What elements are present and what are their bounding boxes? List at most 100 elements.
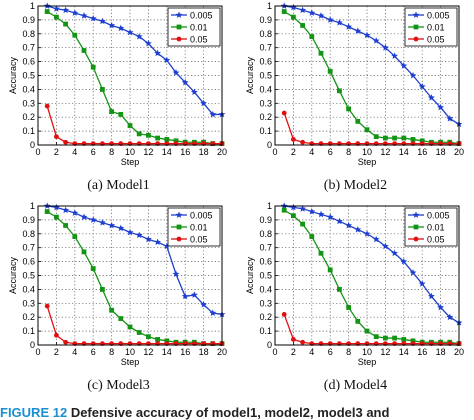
x-tick-label: 2 — [54, 147, 59, 157]
caption-model3: (c) Model3 — [87, 378, 150, 393]
data-point — [144, 235, 152, 243]
y-tick-label: 0.3 — [259, 98, 272, 108]
legend-label: 0.005 — [190, 210, 213, 220]
data-point — [308, 207, 316, 215]
y-tick-label: 1 — [30, 201, 35, 211]
x-tick-label: 18 — [436, 147, 446, 157]
data-point — [63, 21, 68, 27]
legend: 0.005 0.01 0.05 — [167, 207, 221, 247]
x-tick-label: 10 — [362, 347, 372, 357]
legend-marker — [176, 24, 182, 30]
legend-label: 0.01 — [427, 22, 445, 32]
data-point — [373, 334, 379, 340]
data-point — [299, 6, 307, 14]
data-point — [308, 9, 316, 16]
data-point — [391, 52, 399, 59]
data-point — [146, 334, 151, 340]
data-point — [80, 12, 88, 19]
x-tick-label: 0 — [272, 347, 277, 357]
legend: 0.005 0.01 0.05 — [404, 7, 458, 47]
y-tick-label: 0.1 — [22, 326, 35, 336]
data-point — [289, 203, 297, 211]
data-point — [146, 132, 151, 138]
x-axis-label: Step — [121, 357, 140, 367]
data-point — [337, 287, 342, 292]
data-point — [281, 110, 287, 116]
data-point — [62, 6, 70, 14]
data-point — [44, 303, 50, 309]
data-point — [190, 291, 198, 298]
legend-marker — [176, 224, 182, 230]
data-point — [364, 328, 370, 334]
y-tick-label: 1 — [267, 201, 272, 211]
y-tick-label: 0.2 — [259, 312, 272, 322]
data-point — [164, 338, 170, 344]
series-0.005 — [43, 2, 226, 118]
legend-label: 0.05 — [427, 234, 445, 244]
data-point — [44, 103, 50, 109]
x-tick-label: 18 — [199, 347, 209, 357]
y-tick-label: 0.4 — [22, 84, 35, 94]
y-tick-label: 0.9 — [22, 15, 35, 25]
data-point — [54, 14, 59, 20]
y-tick-label: 0 — [267, 140, 272, 150]
x-tick-label: 8 — [346, 347, 351, 357]
y-tick-label: 0.7 — [22, 243, 35, 253]
data-point — [173, 138, 179, 144]
data-point — [335, 19, 343, 26]
legend-marker — [176, 236, 182, 242]
data-point — [200, 301, 208, 308]
legend-label: 0.05 — [427, 34, 445, 44]
data-point — [335, 217, 343, 225]
plot-frame — [37, 205, 223, 346]
y-tick-label: 0.4 — [259, 284, 272, 294]
data-point — [372, 37, 380, 44]
data-point — [72, 32, 78, 38]
y-tick-label: 0.6 — [259, 257, 272, 267]
y-tick-label: 0.2 — [259, 112, 272, 122]
data-point — [326, 16, 334, 23]
y-tick-label: 1 — [30, 1, 35, 11]
y-tick-label: 0.2 — [22, 112, 35, 122]
data-point — [281, 9, 287, 14]
data-point — [400, 258, 408, 265]
data-point — [437, 303, 445, 311]
data-point — [126, 228, 134, 236]
chart-panel-model4: 0 2 4 6 8 10 12 14 16 18 20 0 0.1 0.2 0.3 0.4 0.5 0.6 0.7 0… — [237, 200, 474, 404]
data-point — [63, 139, 68, 145]
data-point — [410, 338, 416, 344]
caption-model4: (d) Model4 — [323, 378, 388, 393]
x-tick-label: 12 — [380, 147, 390, 157]
data-point — [127, 324, 133, 330]
legend-label: 0.01 — [190, 22, 208, 32]
data-point — [318, 50, 324, 56]
legend: 0.005 0.01 0.05 — [404, 207, 458, 247]
chart-panel-model3: 0 2 4 6 8 10 12 14 16 18 20 0 0.1 0.2 0.3 0.4 0.5 0.6 0.7 0… — [0, 200, 237, 404]
y-tick-label: 0.8 — [22, 229, 35, 239]
y-tick-label: 0.5 — [259, 271, 272, 281]
data-point — [52, 203, 60, 211]
x-tick-label: 16 — [417, 147, 427, 157]
y-tick-label: 0.2 — [22, 312, 35, 322]
y-tick-label: 0.7 — [259, 43, 272, 53]
data-point — [155, 337, 160, 342]
data-point — [118, 316, 124, 321]
chart-model2: 0 2 4 6 8 10 12 14 16 18 20 0 0.1 0.2 0.3 0.4 0.5 0.6 0.7 0… — [245, 1, 464, 167]
legend-marker — [412, 11, 420, 18]
data-point — [345, 221, 353, 229]
y-axis-label: Accuracy — [8, 56, 18, 94]
y-tick-label: 0.6 — [259, 57, 272, 67]
data-point — [71, 9, 79, 16]
data-point — [89, 216, 97, 223]
legend-label: 0.005 — [427, 210, 450, 220]
data-point — [363, 230, 371, 237]
x-tick-label: 14 — [162, 347, 172, 357]
data-point — [291, 213, 296, 219]
data-point — [300, 339, 305, 345]
data-point — [291, 137, 296, 142]
data-point — [154, 49, 162, 57]
data-point — [181, 78, 189, 86]
data-point — [401, 135, 407, 141]
x-tick-label: 12 — [380, 347, 390, 357]
data-point — [71, 209, 79, 216]
